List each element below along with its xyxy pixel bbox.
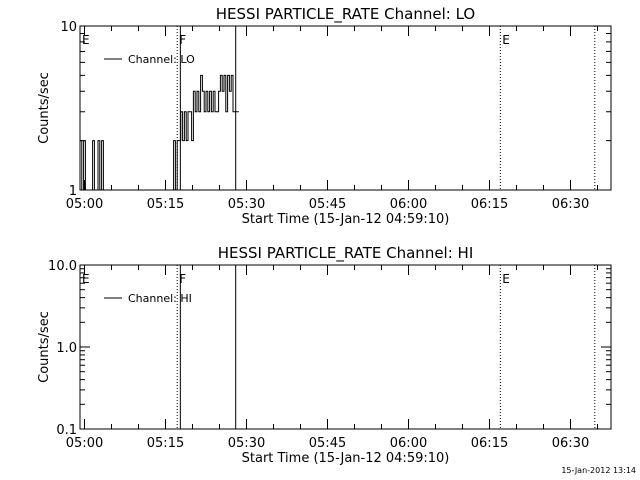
x-tick-label: 05:30 xyxy=(228,197,265,212)
x-tick-label: 05:15 xyxy=(147,197,184,212)
x-tick-label: 05:45 xyxy=(309,197,346,212)
y-tick-label: 10 xyxy=(60,20,77,35)
x-axis-label: Start Time (15-Jan-12 04:59:10) xyxy=(242,212,450,227)
legend-label: Channel: LO xyxy=(128,53,195,66)
y-tick-label: 1 xyxy=(69,184,77,199)
event-marker-label: F xyxy=(179,272,186,286)
y-tick-label: 10.0 xyxy=(48,259,77,274)
y-axis-label: Counts/sec xyxy=(37,311,52,383)
panel-hi: HESSI PARTICLE_RATE Channel: HI 0.1 1.0 10.… xyxy=(37,244,612,466)
x-tick-label: 05:00 xyxy=(66,436,103,451)
event-marker-label: F xyxy=(179,33,186,47)
y-tick-label: 0.1 xyxy=(56,423,77,438)
x-tick-label: 05:00 xyxy=(66,197,103,212)
x-tick-label: 06:15 xyxy=(471,197,508,212)
plot-frame xyxy=(79,25,612,191)
x-tick-label: 06:30 xyxy=(552,197,589,212)
legend-label: Channel: HI xyxy=(128,292,192,305)
y-axis-label: Counts/sec xyxy=(37,72,52,144)
event-marker-label: E xyxy=(502,272,510,286)
series-line-0 xyxy=(80,74,239,191)
x-axis-label: Start Time (15-Jan-12 04:59:10) xyxy=(242,451,450,466)
chart-title: HESSI PARTICLE_RATE Channel: LO xyxy=(216,5,475,24)
x-tick-label: 06:00 xyxy=(390,436,427,451)
x-tick-label: 06:00 xyxy=(390,197,427,212)
chart-title: HESSI PARTICLE_RATE Channel: HI xyxy=(218,244,474,263)
event-marker-label: E xyxy=(502,33,510,47)
plot-frame xyxy=(79,264,612,430)
footer-date: 15-Jan-2012 13:14 xyxy=(561,466,636,475)
x-tick-label: 06:15 xyxy=(471,436,508,451)
panel-lo: HESSI PARTICLE_RATE Channel: LO 1 10 05:00 0… xyxy=(37,5,612,227)
x-tick-label: 05:30 xyxy=(228,436,265,451)
y-tick-label: 1.0 xyxy=(56,341,77,356)
x-tick-label: 06:30 xyxy=(552,436,589,451)
x-tick-label: 05:15 xyxy=(147,436,184,451)
event-marker-label: E xyxy=(82,33,90,47)
event-marker-label: E xyxy=(82,272,90,286)
x-tick-label: 05:45 xyxy=(309,436,346,451)
